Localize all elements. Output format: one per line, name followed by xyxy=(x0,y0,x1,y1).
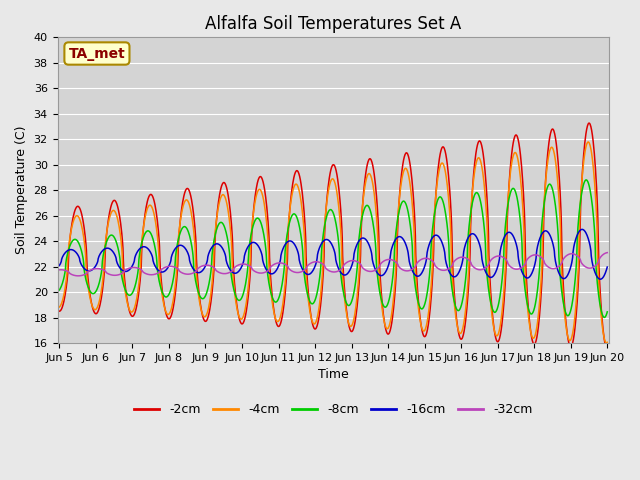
-8cm xyxy=(582,177,590,183)
Line: -32cm: -32cm xyxy=(60,252,607,276)
-8cm xyxy=(538,218,546,224)
Y-axis label: Soil Temperature (C): Soil Temperature (C) xyxy=(15,126,28,254)
-2cm xyxy=(585,120,593,126)
-8cm xyxy=(604,309,611,315)
Legend: -2cm, -4cm, -8cm, -16cm, -32cm: -2cm, -4cm, -8cm, -16cm, -32cm xyxy=(129,398,538,421)
-2cm xyxy=(419,328,426,334)
-4cm xyxy=(584,139,592,145)
-32cm xyxy=(604,250,611,255)
-16cm xyxy=(596,276,604,282)
Line: -4cm: -4cm xyxy=(60,142,607,343)
-4cm xyxy=(538,255,546,261)
-4cm xyxy=(56,304,63,310)
-2cm xyxy=(177,209,185,215)
-32cm xyxy=(74,273,82,279)
-16cm xyxy=(419,269,426,275)
-16cm xyxy=(239,262,246,268)
-16cm xyxy=(579,227,586,232)
Text: TA_met: TA_met xyxy=(68,47,125,60)
-8cm xyxy=(239,293,246,299)
-16cm xyxy=(56,263,63,268)
Title: Alfalfa Soil Temperatures Set A: Alfalfa Soil Temperatures Set A xyxy=(205,15,461,33)
-32cm xyxy=(239,261,246,267)
-16cm xyxy=(177,242,185,248)
-32cm xyxy=(539,256,547,262)
-8cm xyxy=(177,228,185,233)
-2cm xyxy=(604,347,611,352)
-4cm xyxy=(603,340,611,346)
Line: -2cm: -2cm xyxy=(60,123,607,349)
-4cm xyxy=(604,339,611,345)
-32cm xyxy=(164,264,172,269)
-8cm xyxy=(164,293,172,299)
-4cm xyxy=(239,315,246,321)
-16cm xyxy=(164,265,172,271)
-2cm xyxy=(538,273,546,278)
-16cm xyxy=(538,230,546,236)
-8cm xyxy=(419,306,426,312)
-4cm xyxy=(177,213,185,218)
-16cm xyxy=(604,264,611,270)
-8cm xyxy=(490,309,498,314)
-32cm xyxy=(419,256,426,262)
-2cm xyxy=(56,308,63,314)
Line: -8cm: -8cm xyxy=(60,180,607,317)
-32cm xyxy=(490,254,498,260)
-8cm xyxy=(600,314,608,320)
X-axis label: Time: Time xyxy=(318,368,349,381)
-2cm xyxy=(164,315,172,321)
-4cm xyxy=(490,325,498,331)
Line: -16cm: -16cm xyxy=(60,229,607,279)
-16cm xyxy=(490,273,498,278)
-2cm xyxy=(239,321,246,327)
-2cm xyxy=(490,324,498,330)
-32cm xyxy=(56,267,63,273)
-32cm xyxy=(178,270,186,276)
-4cm xyxy=(164,312,172,317)
-4cm xyxy=(419,326,426,332)
-8cm xyxy=(56,287,63,293)
